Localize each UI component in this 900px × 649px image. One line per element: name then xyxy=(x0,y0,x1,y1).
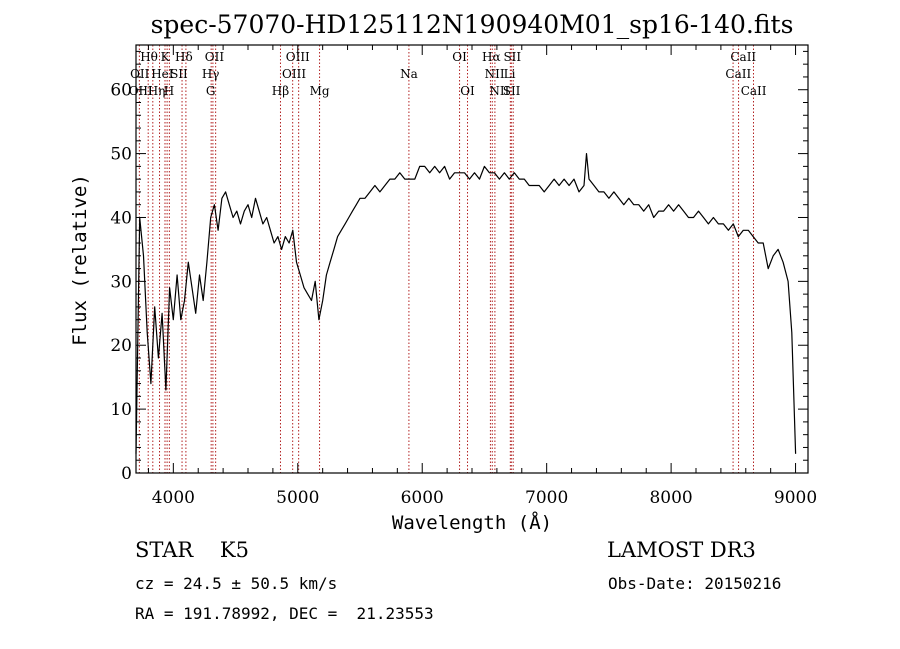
line-label-SII: SII xyxy=(503,50,521,64)
line-label-Li: Li xyxy=(504,67,516,81)
line-label-CaII: CaII xyxy=(730,50,756,64)
line-label-OII: OII xyxy=(205,50,225,64)
chart-title: spec-57070-HD125112N190940M01_sp16-140.f… xyxy=(151,10,794,39)
line-label-SII: SII xyxy=(503,84,521,98)
line-label-Mg: Mg xyxy=(310,84,330,98)
y-tick-label: 60 xyxy=(110,81,132,101)
line-label-NII: NII xyxy=(489,84,509,98)
y-tick-label: 50 xyxy=(110,145,132,165)
redshift-label: cz = 24.5 ± 50.5 km/s xyxy=(135,574,338,593)
line-label-Hη: Hη xyxy=(148,84,166,98)
line-label-OIII: OIII xyxy=(129,84,153,98)
line-label-OIII: OIII xyxy=(282,67,306,81)
series-flux xyxy=(135,153,797,454)
x-tick-label: 9000 xyxy=(774,488,817,508)
x-tick-label: 7000 xyxy=(525,488,568,508)
survey-label: LAMOST DR3 xyxy=(607,538,756,562)
line-label-Hγ: Hγ xyxy=(202,67,220,81)
line-label-OII: OII xyxy=(130,67,150,81)
line-label-Hα: Hα xyxy=(482,50,501,64)
x-tick-label: 5000 xyxy=(276,488,319,508)
line-label-Hδ: Hδ xyxy=(175,50,193,64)
spectrum-series xyxy=(135,153,797,454)
line-label-H: H xyxy=(164,84,174,98)
y-tick-label: 10 xyxy=(110,400,132,420)
x-tick-label: 4000 xyxy=(152,488,195,508)
line-label-G: G xyxy=(206,84,216,98)
line-label-CaII: CaII xyxy=(725,67,751,81)
y-axis-label: Flux (relative) xyxy=(69,174,91,346)
line-label-OIII: OIII xyxy=(286,50,310,64)
line-label-NII: NII xyxy=(485,67,505,81)
line-label-Hθ: Hθ xyxy=(140,50,158,64)
y-tick-label: 40 xyxy=(110,208,132,228)
y-tick-label: 30 xyxy=(110,272,132,292)
plot-frame xyxy=(135,44,809,474)
line-label-OI: OI xyxy=(460,84,475,98)
x-tick-label: 6000 xyxy=(401,488,444,508)
y-tick-label: 20 xyxy=(110,336,132,356)
x-tick-label: 8000 xyxy=(649,488,692,508)
axes xyxy=(135,44,809,474)
emission-line-markers xyxy=(138,45,754,473)
line-label-SII: SII xyxy=(170,67,188,81)
spectral-class-label: STAR K5 xyxy=(135,538,249,562)
line-label-Hβ: Hβ xyxy=(272,84,289,98)
line-label-CaII: CaII xyxy=(741,84,767,98)
line-label-OI: OI xyxy=(452,50,467,64)
y-tick-label: 0 xyxy=(121,464,132,484)
line-label-Na: Na xyxy=(400,67,418,81)
ticks: 4000 5000 6000 7000 8000 9000 0 10 20 30 40 50 60 xyxy=(110,45,817,508)
line-label-K: K xyxy=(161,50,171,64)
line-label-HeI: HeI xyxy=(151,67,174,81)
observation-date-label: Obs-Date: 20150216 xyxy=(608,574,782,593)
x-axis-label: Wavelength (Å) xyxy=(392,511,552,534)
coordinates-label: RA = 191.78992, DEC = 21.23553 xyxy=(135,604,434,623)
